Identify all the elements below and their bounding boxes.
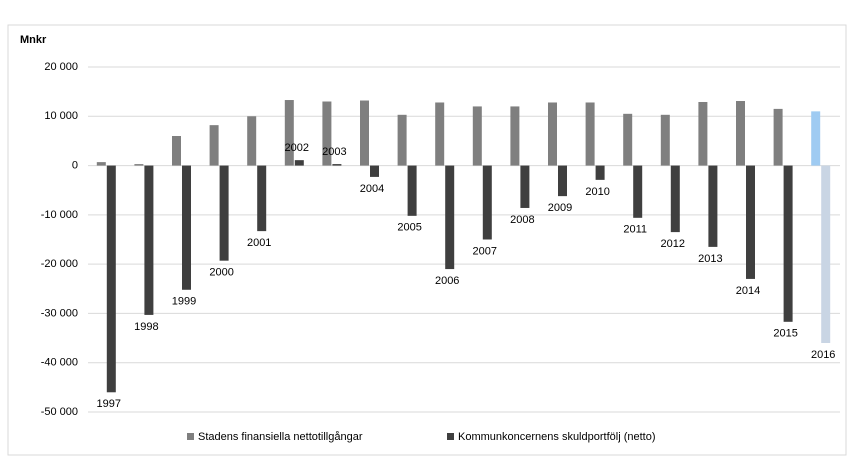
bar — [397, 114, 407, 166]
y-tick-label: 0 — [72, 159, 78, 171]
bar — [322, 101, 332, 166]
bar — [247, 116, 257, 166]
bar — [670, 165, 680, 233]
chart-frame — [7, 24, 847, 456]
bar — [472, 106, 482, 166]
bar — [585, 102, 595, 166]
bar — [736, 101, 745, 166]
bar — [520, 165, 530, 208]
x-tick-label: 1999 — [172, 296, 196, 308]
bar — [746, 165, 755, 279]
bar — [257, 165, 267, 232]
y-tick-label: -40 000 — [41, 357, 78, 369]
x-tick-label: 2002 — [285, 142, 309, 154]
y-tick-label: 20 000 — [44, 61, 78, 73]
x-tick-label: 2007 — [473, 245, 497, 257]
bar — [219, 165, 229, 261]
bar — [548, 102, 557, 166]
bar — [698, 101, 708, 166]
bar — [558, 165, 567, 197]
bar — [284, 100, 294, 166]
bar — [294, 160, 304, 166]
legend-swatch — [187, 433, 194, 440]
x-tick-label: 1998 — [134, 321, 158, 333]
bar — [633, 165, 643, 218]
x-tick-label: 2000 — [209, 267, 233, 279]
x-tick-label: 2004 — [360, 183, 384, 195]
bar — [332, 164, 342, 166]
bar — [106, 165, 116, 393]
bar — [209, 125, 219, 166]
bar — [660, 114, 670, 166]
legend-swatch — [447, 433, 454, 440]
y-axis-label: Mnkr — [20, 34, 47, 46]
bar — [821, 165, 831, 343]
bar — [445, 165, 455, 270]
bar — [510, 106, 520, 166]
y-tick-label: -30 000 — [41, 307, 78, 319]
bar — [783, 165, 793, 322]
x-tick-label: 2016 — [811, 349, 835, 361]
x-tick-label: 2010 — [585, 186, 609, 198]
bar — [435, 102, 445, 166]
bar — [134, 164, 144, 166]
legend-label: Kommunkoncernens skuldportfölj (netto) — [458, 431, 655, 443]
bar — [144, 165, 154, 315]
x-tick-label: 2009 — [548, 202, 572, 214]
bar — [623, 113, 633, 166]
bar — [172, 136, 181, 166]
bar — [482, 165, 492, 240]
bar — [96, 162, 106, 166]
y-tick-label: -10 000 — [41, 209, 78, 221]
x-tick-label: 2005 — [397, 222, 421, 234]
x-tick-label: 2015 — [773, 328, 797, 340]
y-tick-label: -20 000 — [41, 258, 78, 270]
bar — [370, 165, 379, 177]
x-tick-label: 2001 — [247, 237, 271, 249]
bar — [811, 111, 821, 166]
x-tick-label: 1997 — [97, 398, 121, 410]
x-tick-label: 2006 — [435, 275, 459, 287]
legend-label: Stadens finansiella nettotillgångar — [198, 431, 363, 443]
bar — [360, 100, 369, 166]
bar — [182, 165, 191, 290]
bar — [407, 165, 417, 216]
bar — [708, 165, 718, 247]
bar — [595, 165, 605, 180]
x-tick-label: 2014 — [736, 285, 760, 297]
x-tick-label: 2008 — [510, 214, 534, 226]
y-tick-label: 10 000 — [44, 110, 78, 122]
x-tick-label: 2011 — [623, 224, 647, 236]
y-tick-label: -50 000 — [41, 406, 78, 418]
x-tick-label: 2003 — [322, 146, 346, 158]
x-tick-label: 2013 — [698, 253, 722, 265]
x-tick-label: 2012 — [661, 238, 685, 250]
bar — [773, 108, 783, 166]
